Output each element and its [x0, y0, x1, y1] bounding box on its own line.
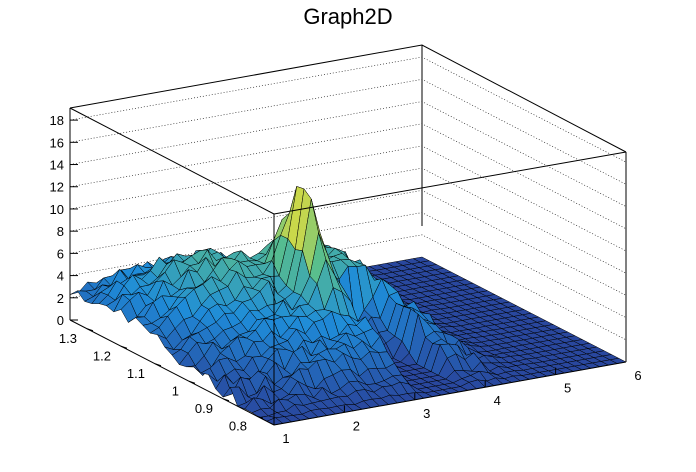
- z-tick-label: 18: [50, 113, 64, 128]
- z-gridline: [69, 167, 627, 274]
- z-tick-label: 16: [50, 135, 64, 150]
- y-tick-label: 1.3: [59, 331, 77, 346]
- z-gridline: [69, 123, 627, 230]
- y-tick: [154, 363, 162, 367]
- z-tick-label: 0: [57, 313, 64, 328]
- y-tick-label: 1: [172, 383, 179, 398]
- x-tick-label: 5: [564, 381, 571, 396]
- z-tick-label: 8: [57, 224, 64, 239]
- y-tick: [256, 415, 264, 419]
- x-tick-label: 4: [494, 393, 501, 408]
- y-tick-label: 0.9: [195, 401, 213, 416]
- z-gridline: [69, 212, 627, 318]
- x-tick-label: 2: [353, 418, 360, 433]
- z-gridline: [69, 190, 627, 296]
- z-tick-label: 12: [50, 180, 64, 195]
- y-tick: [188, 380, 196, 384]
- z-gridlines: [69, 56, 627, 341]
- z-tick-label: 2: [57, 291, 64, 306]
- front-axis-box: [69, 107, 627, 426]
- y-tick-label: 1.1: [127, 366, 145, 381]
- surface-mesh: [69, 185, 627, 426]
- y-tick-label: 0.8: [229, 418, 247, 433]
- y-tick-label: 1.2: [93, 348, 111, 363]
- y-tick: [120, 345, 128, 349]
- z-gridline: [69, 101, 627, 207]
- chart-title: Graph2D: [303, 4, 393, 29]
- z-tick-label: 6: [57, 246, 64, 261]
- z-tick-label: 10: [50, 202, 64, 217]
- y-axis-ticks: 0.8 0.9 1 1.1 1.2 1.3: [59, 328, 264, 433]
- y-tick: [86, 328, 94, 332]
- z-gridline: [69, 79, 627, 185]
- x-axis-ticks: 1 2 3 4 5 6: [273, 355, 642, 446]
- z-tick-label: 4: [57, 269, 64, 284]
- x-tick-label: 1: [282, 431, 289, 446]
- x-tick-label: 6: [634, 368, 641, 383]
- axis-box: [69, 44, 627, 362]
- z-gridline: [69, 145, 627, 252]
- y-tick: [222, 398, 230, 402]
- z-tick-label: 14: [50, 158, 64, 173]
- z-gridline: [69, 56, 627, 163]
- z-axis-ticks: 0 2 4 6 8 10 12 14 16 18: [50, 113, 78, 328]
- x-tick-label: 3: [423, 406, 430, 421]
- z-gridline: [69, 234, 627, 341]
